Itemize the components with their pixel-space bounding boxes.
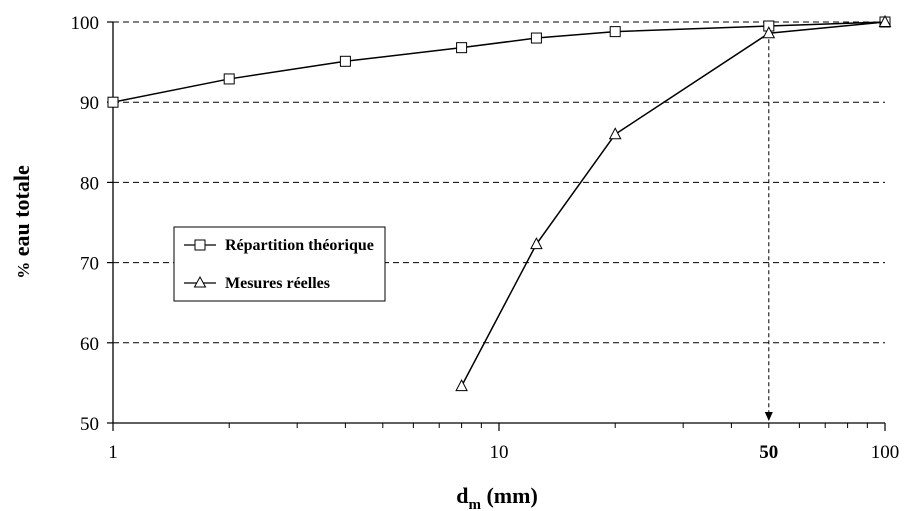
series-line-0 [112, 21, 886, 103]
grid [113, 21, 885, 344]
legend-item-measured: Mesures réelles [184, 275, 330, 292]
legend-label-measured: Mesures réelles [225, 275, 330, 292]
y-axis-title-text: eau totale [9, 165, 34, 262]
x-tick-label: 10 [490, 442, 509, 463]
legend-triangle-marker [193, 275, 207, 288]
x-tick-label: 100 [871, 442, 900, 463]
y-axis-title: % eau totale [9, 165, 34, 279]
data-point-square [223, 73, 235, 85]
annotation-label: 50 [759, 442, 778, 463]
data-point-triangle [762, 26, 776, 39]
y-tick-label: 60 [80, 334, 99, 355]
data-point-square [107, 96, 119, 108]
legend-item-theoretical: Répartition théorique [184, 237, 374, 254]
x-axis-title-subscript: m [468, 497, 481, 511]
y-axis-title-percent: % [14, 262, 33, 279]
data-point-triangle [455, 379, 468, 392]
y-tick-label: 80 [80, 173, 99, 194]
x-axis-title: dm (mm) [456, 483, 538, 511]
data-point-triangle [608, 127, 622, 140]
y-tick-label: 90 [80, 93, 99, 114]
legend-box [173, 226, 386, 302]
series-line-1 [460, 21, 886, 387]
data-point-square [339, 55, 351, 67]
y-tick-label: 50 [80, 414, 99, 435]
data-point-triangle [530, 237, 543, 250]
data-point-square [456, 42, 468, 54]
y-tick-label: 70 [80, 254, 99, 275]
annotation-arrowhead [764, 412, 773, 421]
annotation: 50 [759, 39, 778, 463]
data-point-square [609, 26, 621, 38]
x-tick-label: 1 [108, 442, 118, 463]
x-axis-title-rest: (mm) [481, 483, 538, 508]
x-axis-title-main: d [456, 483, 468, 508]
legend-square-marker [194, 239, 206, 251]
data-point-triangle [878, 14, 892, 27]
data-point-square [530, 32, 542, 44]
legend-label-theoretical: Répartition théorique [225, 237, 374, 254]
y-tick-label: 100 [71, 13, 100, 34]
legend: Répartition théorique Mesures réelles [173, 226, 386, 302]
series [107, 14, 892, 392]
